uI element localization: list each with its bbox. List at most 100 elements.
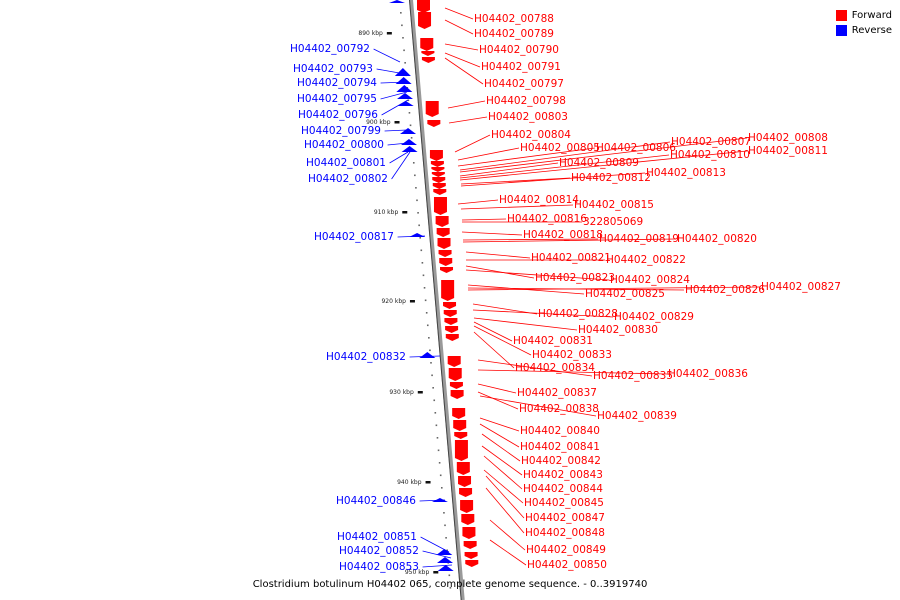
forward-gene-block <box>433 189 447 192</box>
forward-leader-line <box>473 317 578 331</box>
forward-gene-label: H04402_00821 <box>531 252 611 264</box>
major-tick <box>394 121 400 124</box>
reverse-leader-line <box>387 142 409 146</box>
forward-gene-arrow <box>463 546 477 549</box>
forward-leader-line <box>457 199 499 205</box>
forward-gene-arrow <box>465 564 479 567</box>
forward-gene-arrow <box>454 458 468 461</box>
minor-tick <box>446 549 448 552</box>
minor-tick <box>418 224 420 227</box>
forward-leader-line <box>479 417 520 432</box>
forward-leader-line <box>472 309 614 318</box>
minor-tick <box>449 587 452 589</box>
forward-gene-block <box>454 440 468 458</box>
forward-leader-line <box>489 519 526 551</box>
forward-gene-arrow <box>431 174 445 177</box>
reverse-gene-label: H04402_00800 <box>304 139 384 151</box>
forward-gene-arrow <box>437 246 451 249</box>
reverse-gene-label: H04402_00846 <box>336 495 416 507</box>
legend-reverse: Reverse <box>835 23 892 38</box>
minor-tick <box>416 199 418 202</box>
forward-gene-block <box>456 462 470 472</box>
forward-gene-block <box>431 172 445 174</box>
tick-label: 910 kbp <box>374 209 399 216</box>
forward-leader-line <box>457 147 596 167</box>
forward-gene-arrow <box>462 536 476 539</box>
reverse-gene-label: H04402_00801 <box>306 157 386 169</box>
forward-gene-block <box>444 318 458 322</box>
tick-label: 900 kbp <box>366 119 391 126</box>
reverse-gene-arrow <box>436 549 453 555</box>
forward-leader-line <box>473 321 513 342</box>
forward-leader-line <box>459 154 670 179</box>
forward-leader-line <box>462 238 599 241</box>
forward-gene-block <box>433 197 447 212</box>
reverse-swatch <box>835 25 847 36</box>
minor-tick <box>417 212 419 214</box>
forward-gene-label: H04402_00837 <box>517 387 597 399</box>
forward-leader-line <box>457 147 520 161</box>
forward-gene-label: H04402_00845 <box>524 497 604 509</box>
forward-gene-label: H04402_00841 <box>520 441 600 453</box>
forward-gene-arrow <box>421 60 435 63</box>
forward-gene-block <box>443 302 457 306</box>
forward-gene-label: H04402_00819 <box>599 233 679 245</box>
reverse-gene-arrow <box>401 146 418 152</box>
forward-gene-arrow <box>427 124 441 127</box>
forward-gene-label: H04402_00790 <box>479 44 559 56</box>
minor-tick <box>412 162 415 164</box>
reverse-gene-label: H04402_00851 <box>337 531 417 543</box>
reverse-leader-line <box>422 550 452 559</box>
forward-gene-label: H04402_00849 <box>526 544 606 556</box>
reverse-gene-arrow <box>394 68 411 76</box>
reverse-gene-label: H04402_00799 <box>301 125 381 137</box>
forward-gene-arrow <box>447 364 461 367</box>
forward-gene-block <box>432 177 446 180</box>
reverse-gene-label: H04402_00817 <box>314 231 394 243</box>
forward-gene-label: H04402_00806 <box>596 142 676 154</box>
forward-gene-label: H04402_00788 <box>474 13 554 25</box>
forward-gene-label: H04402_00822 <box>606 254 686 266</box>
forward-gene-block <box>438 250 452 254</box>
forward-gene-arrow <box>453 428 467 431</box>
forward-gene-block <box>450 390 464 396</box>
reverse-gene-label: H04402_00796 <box>298 109 378 121</box>
forward-gene-block <box>420 38 434 48</box>
forward-gene-arrow <box>438 254 452 257</box>
forward-gene-block <box>458 476 472 484</box>
minor-tick <box>436 437 439 439</box>
minor-tick <box>430 362 432 364</box>
forward-gene-arrow <box>429 158 443 161</box>
forward-gene-block <box>454 432 468 436</box>
reverse-gene-arrow <box>397 101 414 106</box>
minor-tick <box>431 374 433 377</box>
tick-label: 950 kbp <box>405 569 430 576</box>
forward-gene-block <box>465 560 479 564</box>
forward-gene-label: H04402_00826 <box>685 284 765 296</box>
forward-gene-arrow <box>443 314 457 317</box>
minor-tick <box>429 349 431 352</box>
minor-tick <box>443 512 445 514</box>
genome-backbone-edge <box>408 0 462 600</box>
minor-tick <box>415 187 417 189</box>
tick-label: 890 kbp <box>358 30 383 37</box>
reverse-leader-line <box>397 235 426 238</box>
reverse-leader-line <box>391 151 411 180</box>
forward-leader-line <box>477 359 593 377</box>
reverse-gene-label: H04402_00852 <box>339 545 419 557</box>
forward-gene-arrow <box>450 396 464 399</box>
legend: Forward Reverse <box>835 8 892 38</box>
major-tick <box>386 32 392 35</box>
forward-leader-line <box>479 423 520 448</box>
reverse-leader-line <box>422 564 453 568</box>
minor-tick <box>410 137 413 139</box>
tick-label: 920 kbp <box>381 298 406 305</box>
forward-leader-line <box>454 134 491 153</box>
minor-tick <box>444 524 446 527</box>
forward-gene-block <box>447 356 461 364</box>
forward-gene-block <box>443 310 457 314</box>
forward-gene-arrow <box>461 522 475 525</box>
minor-tick <box>428 337 430 339</box>
forward-leader-line <box>460 177 571 185</box>
forward-leader-line <box>481 433 521 462</box>
